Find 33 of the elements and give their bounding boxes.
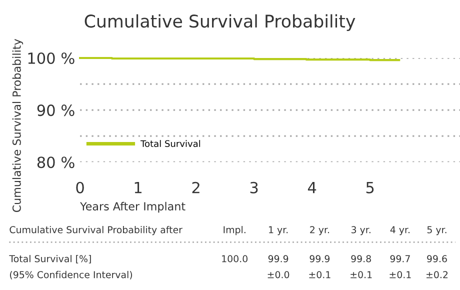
text: Cumulative Survival Probability after [10,226,182,236]
y-tick-label: 100 % [28,52,74,64]
x-tick-label: 3 [250,182,258,194]
text: 99.9 [268,255,288,262]
text: (95% Confidence Interval) [10,270,132,280]
text: 99.9 [310,255,330,262]
text: Total Survival [%] [9,254,91,264]
text: ±0.2 [426,271,448,278]
y-tick-label: 80 % [37,156,74,168]
x-tick-label: 4 [308,182,316,194]
text: ±0.1 [309,271,330,278]
x-tick-label: 5 [366,182,374,194]
text: ±0.0 [268,271,290,278]
text: 4 yr. [390,226,410,236]
x-tick-label: 2 [192,182,200,194]
text: Impl. [224,226,246,236]
text: 99.7 [390,255,410,262]
text: ±0.1 [350,271,372,278]
text: 1 yr. [269,226,288,236]
x-axis-title: Years After Implant [80,202,186,213]
text: 3 yr. [352,226,370,236]
legend-label: Total Survival [140,140,200,148]
x-tick-label: 0 [76,182,84,194]
text: 99.8 [351,255,371,262]
text: 99.6 [427,255,447,262]
y-tick-label: 90 % [37,104,74,116]
text: 100.0 [222,255,248,262]
text: ±0.1 [390,271,411,278]
text: 5 yr. [427,226,446,236]
y-axis-title: Cumulative Survival Probability [12,39,24,212]
chart-title: Cumulative Survival Probability [84,14,356,32]
text: 2 yr. [310,226,329,236]
x-tick-label: 1 [134,182,142,194]
